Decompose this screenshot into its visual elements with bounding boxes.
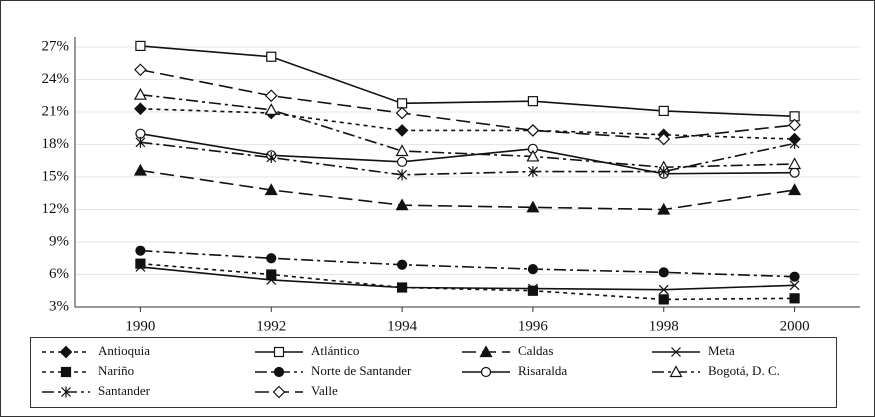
legend-label: Valle [311, 383, 338, 398]
y-tick-label: 18% [42, 136, 70, 152]
y-tick-label: 27% [42, 38, 70, 54]
x-tick-label: 1992 [256, 318, 286, 334]
series-line [140, 45, 795, 118]
marker [657, 132, 671, 146]
marker [526, 149, 540, 162]
marker [788, 157, 802, 170]
marker [658, 294, 669, 305]
marker [266, 152, 277, 163]
marker [135, 128, 146, 139]
marker [658, 284, 669, 295]
marker [266, 51, 277, 62]
marker [395, 144, 409, 157]
marker [396, 259, 408, 270]
legend-label: Antioquia [98, 343, 150, 358]
marker [526, 200, 540, 213]
marker [396, 156, 408, 167]
legend-label: Caldas [518, 343, 553, 358]
series-line [140, 141, 795, 176]
marker [134, 63, 147, 77]
marker [789, 293, 800, 304]
legend-label: Risaralda [518, 363, 567, 378]
series-line [140, 262, 795, 301]
marker [788, 118, 801, 132]
marker [395, 198, 409, 211]
marker [657, 202, 671, 215]
x-tick-label: 2000 [780, 318, 810, 334]
series-line [140, 249, 795, 278]
marker [135, 136, 146, 148]
marker [266, 253, 277, 264]
marker [526, 124, 540, 137]
marker [788, 183, 802, 196]
marker [789, 167, 800, 178]
y-tick-label: 24% [42, 71, 70, 87]
marker [135, 40, 146, 52]
legend-box [30, 337, 837, 408]
legend-label: Meta [708, 343, 735, 358]
marker [479, 345, 493, 358]
marker [264, 183, 278, 196]
marker [272, 385, 286, 399]
marker [134, 102, 147, 116]
legend-label: Norte de Santander [311, 363, 412, 378]
y-tick-label: 6% [49, 266, 69, 282]
marker [480, 366, 492, 378]
legend: Antioquia Atlántico Caldas Meta Nariño Norte … [42, 343, 780, 399]
legend-label: Nariño [98, 363, 134, 378]
marker [133, 87, 147, 100]
legend-label: Atlántico [311, 343, 359, 358]
x-tick-label: 1990 [125, 318, 155, 334]
marker [396, 98, 408, 109]
marker [658, 166, 669, 178]
marker [395, 124, 409, 137]
x-tick-label: 1994 [387, 318, 418, 334]
marker [671, 347, 681, 357]
series-line [140, 68, 795, 140]
marker [135, 258, 146, 269]
marker [273, 346, 285, 358]
y-tick-label: 15% [42, 168, 70, 184]
series-line [140, 132, 795, 175]
y-tick-label: 12% [42, 201, 70, 217]
x-tick-label: 1996 [518, 318, 549, 334]
marker [273, 366, 285, 378]
marker [266, 269, 277, 280]
marker [59, 345, 73, 359]
y-tick-label: 9% [49, 233, 69, 249]
marker [397, 169, 408, 181]
marker [395, 106, 409, 120]
y-tick-label: 21% [42, 103, 70, 119]
series-line [140, 107, 795, 140]
marker [527, 285, 539, 296]
y-tick-label: 3% [49, 298, 69, 314]
marker [789, 137, 800, 149]
marker [658, 105, 669, 117]
marker [60, 366, 72, 378]
marker [135, 245, 146, 256]
marker [669, 365, 683, 378]
marker [61, 386, 71, 398]
marker [527, 166, 538, 178]
series-line [140, 266, 795, 291]
marker [264, 89, 278, 103]
legend-label: Santander [98, 383, 151, 398]
marker [527, 263, 539, 275]
x-tick-label: 1998 [649, 318, 679, 334]
marker [789, 271, 800, 282]
marker [789, 280, 800, 291]
marker [658, 267, 669, 278]
marker [396, 282, 408, 293]
marker [264, 103, 278, 115]
marker [527, 96, 539, 107]
marker [133, 163, 147, 176]
series-line [140, 169, 795, 211]
legend-label: Bogotá, D. C. [708, 363, 780, 378]
